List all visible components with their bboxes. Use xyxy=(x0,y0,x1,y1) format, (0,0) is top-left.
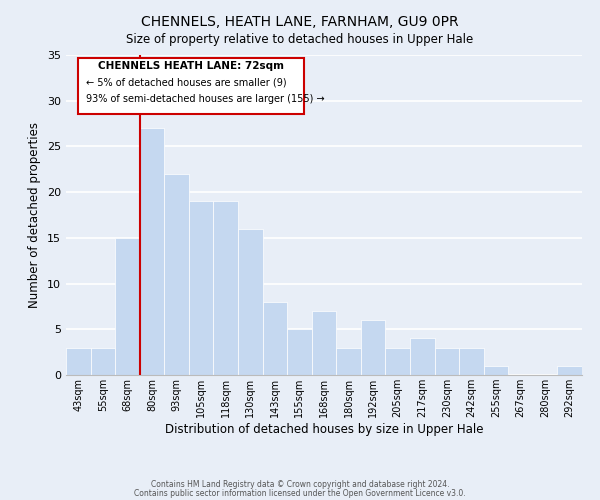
Bar xyxy=(287,330,312,375)
Text: Contains public sector information licensed under the Open Government Licence v3: Contains public sector information licen… xyxy=(134,488,466,498)
Bar xyxy=(410,338,434,375)
Bar xyxy=(263,302,287,375)
Bar xyxy=(312,311,336,375)
FancyBboxPatch shape xyxy=(78,58,304,114)
Bar xyxy=(336,348,361,375)
Bar xyxy=(214,202,238,375)
Text: CHENNELS, HEATH LANE, FARNHAM, GU9 0PR: CHENNELS, HEATH LANE, FARNHAM, GU9 0PR xyxy=(141,15,459,29)
X-axis label: Distribution of detached houses by size in Upper Hale: Distribution of detached houses by size … xyxy=(165,423,483,436)
Bar xyxy=(238,228,263,375)
Bar xyxy=(557,366,582,375)
Bar xyxy=(115,238,140,375)
Bar xyxy=(484,366,508,375)
Bar xyxy=(189,202,214,375)
Text: 93% of semi-detached houses are larger (155) →: 93% of semi-detached houses are larger (… xyxy=(86,94,324,104)
Bar xyxy=(66,348,91,375)
Bar xyxy=(91,348,115,375)
Text: Size of property relative to detached houses in Upper Hale: Size of property relative to detached ho… xyxy=(127,32,473,46)
Bar xyxy=(140,128,164,375)
Y-axis label: Number of detached properties: Number of detached properties xyxy=(28,122,41,308)
Bar xyxy=(459,348,484,375)
Bar xyxy=(164,174,189,375)
Text: ← 5% of detached houses are smaller (9): ← 5% of detached houses are smaller (9) xyxy=(86,78,286,88)
Bar xyxy=(385,348,410,375)
Text: CHENNELS HEATH LANE: 72sqm: CHENNELS HEATH LANE: 72sqm xyxy=(98,62,284,72)
Bar xyxy=(434,348,459,375)
Text: Contains HM Land Registry data © Crown copyright and database right 2024.: Contains HM Land Registry data © Crown c… xyxy=(151,480,449,489)
Bar xyxy=(361,320,385,375)
